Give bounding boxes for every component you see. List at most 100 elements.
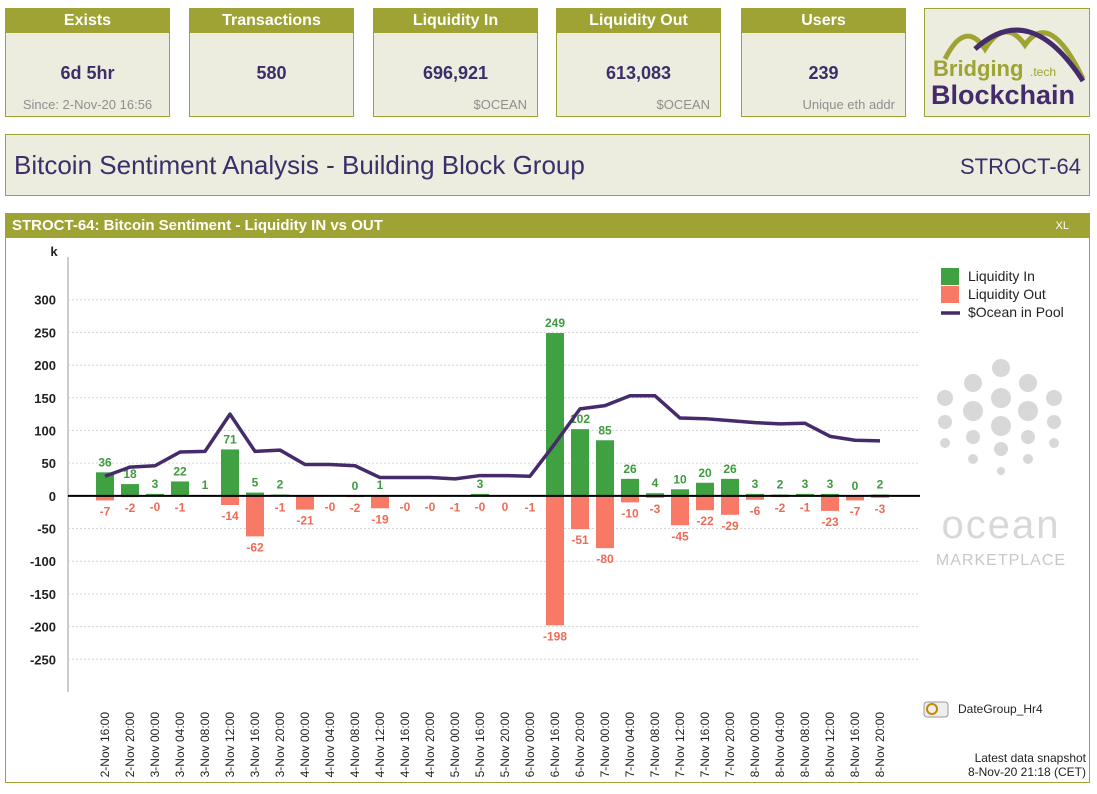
data-label: 22: [173, 464, 187, 478]
data-label: -21: [296, 514, 314, 528]
x-tick-label: 6-Nov 16:00: [548, 712, 562, 778]
y-tick-label: 150: [34, 391, 56, 406]
bar: [696, 482, 714, 496]
x-tick-label: 3-Nov 12:00: [223, 712, 237, 778]
logo-graphic: Bridging .tech Blockchain: [931, 27, 1086, 110]
kpi-value: 239: [808, 63, 839, 83]
y-tick-label: -150: [30, 587, 56, 602]
bar: [571, 429, 589, 496]
watermark-dot: [968, 454, 978, 464]
bar: [846, 495, 864, 501]
data-label: 3: [827, 477, 834, 491]
x-tick-label: 3-Nov 20:00: [273, 712, 287, 778]
bar: [121, 484, 139, 496]
x-tick-label: 5-Nov 16:00: [473, 712, 487, 778]
data-label: -51: [571, 533, 589, 547]
kpi-note: Since: 2-Nov-20 16:56: [22, 97, 153, 112]
kpi-note: $OCEAN: [473, 97, 527, 112]
bar: [621, 495, 639, 503]
data-label: -62: [246, 540, 264, 554]
bar: [596, 440, 614, 496]
bar: [671, 495, 689, 526]
bar: [96, 472, 114, 496]
bar: [596, 495, 614, 549]
panel-title: STROCT-64: Bitcoin Sentiment - Liquidity…: [12, 217, 383, 234]
bar: [821, 495, 839, 511]
x-tick-label: 4-Nov 16:00: [398, 712, 412, 778]
data-label: -1: [450, 501, 461, 515]
watermark-dot: [937, 390, 953, 406]
data-label: -7: [100, 504, 111, 518]
x-tick-label: 7-Nov 16:00: [698, 712, 712, 778]
bar: [646, 493, 664, 496]
data-label: 3: [752, 477, 759, 491]
kpi-title: Users: [742, 9, 905, 33]
logo-arch: [973, 27, 1086, 83]
x-tick-label: 4-Nov 04:00: [323, 712, 337, 778]
data-label: -1: [175, 501, 186, 515]
kpi-value: 696,921: [422, 63, 489, 83]
x-tick-label: 7-Nov 12:00: [673, 712, 687, 778]
data-label: 18: [123, 467, 137, 481]
x-tick-label: 7-Nov 08:00: [648, 712, 662, 778]
data-label: 0: [502, 500, 509, 514]
bar: [371, 495, 389, 509]
watermark-dot: [1046, 390, 1062, 406]
bar: [221, 449, 239, 496]
bar: [246, 492, 264, 496]
bar: [246, 495, 264, 537]
data-label: -0: [425, 500, 436, 514]
kpi-card: Users 239 Unique eth addr: [741, 8, 906, 117]
x-tick-label: 7-Nov 04:00: [623, 712, 637, 778]
logo: Bridging .tech Blockchain: [924, 8, 1090, 117]
kpi-value: 580: [256, 63, 287, 83]
y-tick-label: 100: [34, 423, 56, 438]
data-label: -1: [525, 501, 536, 515]
data-label: -2: [350, 501, 361, 515]
data-label: 26: [723, 462, 737, 476]
watermark-dot: [1021, 430, 1035, 444]
legend-label: Liquidity In: [968, 268, 1035, 284]
watermark-dot: [1049, 438, 1059, 448]
x-tick-label: 3-Nov 16:00: [248, 712, 262, 778]
data-label: -1: [275, 501, 286, 515]
export-button[interactable]: XL: [1055, 220, 1069, 232]
x-tick-label: 3-Nov 08:00: [198, 712, 212, 778]
kpi-card: Liquidity Out 613,083 $OCEAN: [556, 8, 721, 117]
y-tick-label: -50: [37, 522, 56, 537]
data-label: 1: [377, 478, 384, 492]
header-code: STROCT-64: [959, 154, 1081, 179]
data-label: -23: [821, 515, 839, 529]
x-tick-label: 8-Nov 12:00: [823, 712, 837, 778]
x-tick-label: 3-Nov 00:00: [148, 712, 162, 778]
watermark-dot: [997, 467, 1005, 475]
bar: [571, 495, 589, 530]
x-tick-label: 7-Nov 20:00: [723, 712, 737, 778]
x-tick-label: 4-Nov 12:00: [373, 712, 387, 778]
data-label: -19: [371, 512, 389, 526]
data-label: 85: [598, 423, 612, 437]
data-label: 1: [202, 478, 209, 492]
bar: [546, 333, 564, 496]
chart-panel: STROCT-64: Bitcoin Sentiment - Liquidity…: [5, 213, 1090, 783]
data-label: 3: [477, 477, 484, 491]
dimension-icon-dot: [926, 703, 938, 715]
watermark-dot: [1047, 415, 1061, 429]
bar: [721, 495, 739, 515]
data-label: -6: [750, 504, 761, 518]
data-label: -0: [325, 500, 336, 514]
data-label: 26: [623, 462, 637, 476]
data-label: 3: [802, 477, 809, 491]
dimension-label[interactable]: DateGroup_Hr4: [958, 702, 1043, 716]
data-label: -0: [400, 500, 411, 514]
bar: [671, 489, 689, 496]
data-label: -0: [150, 500, 161, 514]
data-label: -3: [650, 502, 661, 516]
data-label: 249: [545, 316, 565, 330]
kpi-title: Exists: [6, 9, 169, 33]
line: [104, 394, 881, 481]
x-tick-label: 8-Nov 04:00: [773, 712, 787, 778]
x-tick-label: 4-Nov 20:00: [423, 712, 437, 778]
kpi-title: Liquidity In: [374, 9, 537, 33]
logo-suffix: .tech: [1030, 65, 1056, 79]
